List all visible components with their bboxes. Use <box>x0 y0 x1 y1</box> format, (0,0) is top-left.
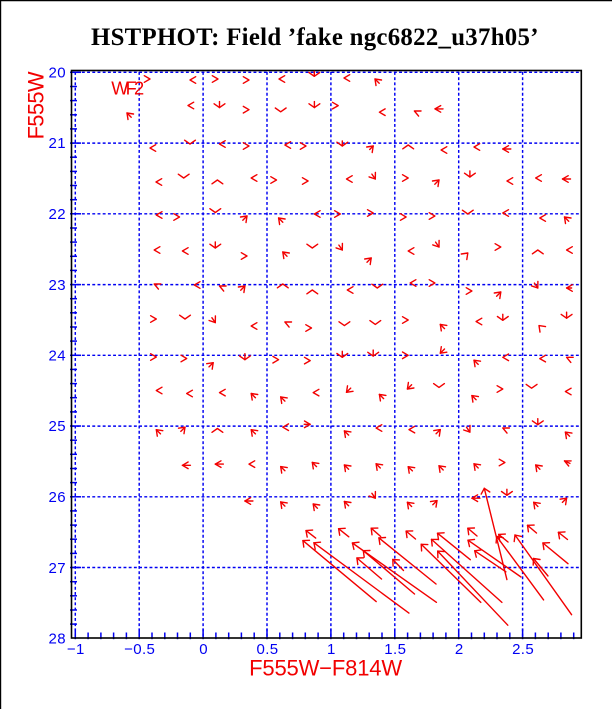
svg-text:25: 25 <box>49 418 67 435</box>
svg-text:20: 20 <box>49 65 67 82</box>
svg-text:F555W: F555W <box>24 71 49 139</box>
svg-text:HSTPHOT: Field ’fake ngc6822_u: HSTPHOT: Field ’fake ngc6822_u37h05’ <box>91 24 539 51</box>
svg-text:27: 27 <box>49 560 67 577</box>
svg-text:22: 22 <box>49 206 67 223</box>
svg-text:23: 23 <box>49 277 67 294</box>
svg-text:1.5: 1.5 <box>384 641 406 658</box>
svg-text:21: 21 <box>49 135 67 152</box>
svg-text:28: 28 <box>49 631 67 648</box>
svg-text:0: 0 <box>199 641 208 658</box>
svg-text:24: 24 <box>49 348 67 365</box>
svg-text:26: 26 <box>49 489 67 506</box>
svg-text:0.5: 0.5 <box>256 641 278 658</box>
svg-text:−0.5: −0.5 <box>124 641 155 658</box>
svg-text:2: 2 <box>455 641 464 658</box>
svg-text:F555W−F814W: F555W−F814W <box>249 656 402 681</box>
svg-text:1: 1 <box>327 641 336 658</box>
svg-text:−1: −1 <box>67 641 85 658</box>
svg-text:2.5: 2.5 <box>512 641 534 658</box>
svg-text:WF2: WF2 <box>111 77 144 98</box>
